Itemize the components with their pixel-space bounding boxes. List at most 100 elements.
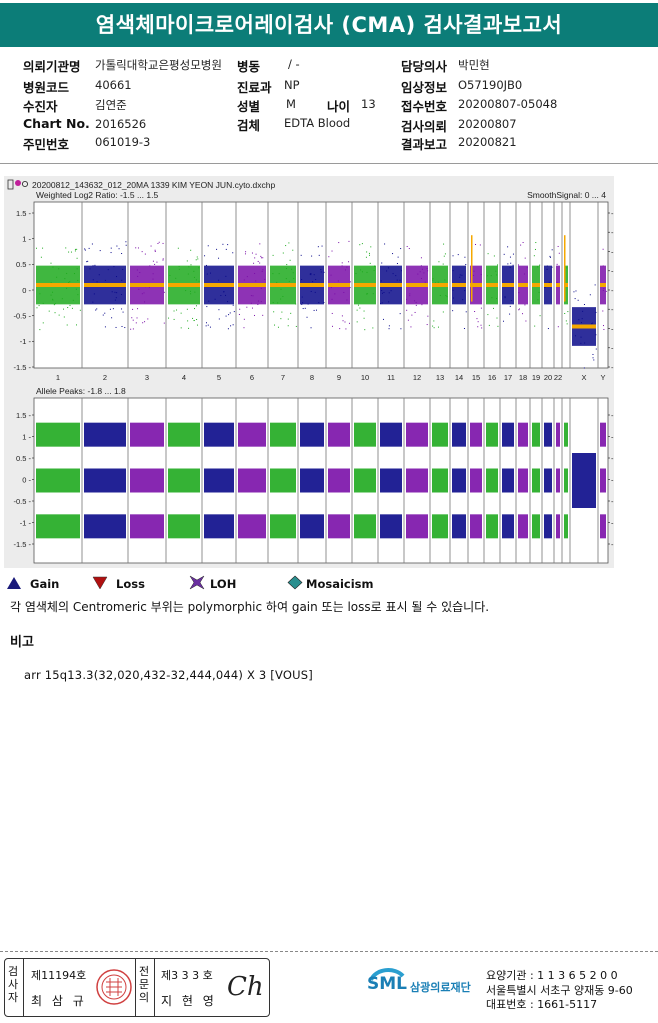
log2-point xyxy=(582,310,584,312)
right-tick-label: - 3.5 xyxy=(611,228,614,237)
right-tick-label: - 1 xyxy=(611,324,614,333)
doctor-label: 담당의사 xyxy=(401,59,448,74)
log2-point xyxy=(180,327,182,329)
log2-point xyxy=(255,253,257,255)
log2-point xyxy=(564,312,566,314)
log2-point xyxy=(383,291,385,293)
log2-point xyxy=(42,302,44,304)
log2-point xyxy=(342,320,344,322)
log2-point xyxy=(364,329,366,331)
log2-point xyxy=(421,304,423,306)
log2-point xyxy=(507,246,509,248)
log2-point xyxy=(373,270,375,272)
log2-point xyxy=(252,295,254,297)
log2-point xyxy=(360,269,362,271)
log2-point xyxy=(238,313,240,315)
log2-point xyxy=(310,290,312,292)
log2-point xyxy=(487,314,489,316)
log2-point xyxy=(222,243,224,245)
log2-point xyxy=(301,303,303,305)
log2-point xyxy=(465,264,467,266)
allele-band xyxy=(406,468,428,493)
sml-logo-text: SML xyxy=(367,974,407,994)
log2-point xyxy=(421,268,423,270)
chromosome-label: 17 xyxy=(504,373,512,382)
log2-point xyxy=(118,248,120,250)
request-date-label: 검사의뢰 xyxy=(401,119,448,134)
allele-band xyxy=(380,422,402,447)
log2-point xyxy=(141,293,143,295)
allele-band xyxy=(432,514,448,539)
log2-point xyxy=(136,317,138,319)
log2-point xyxy=(107,269,109,271)
log2-point xyxy=(546,268,548,270)
log2-point xyxy=(186,260,188,262)
allele-band xyxy=(380,468,402,493)
log2-point xyxy=(232,252,234,254)
log2-point xyxy=(178,265,180,267)
log2-point xyxy=(255,280,257,282)
log2-point xyxy=(225,315,227,317)
left-tick-label: 0 - xyxy=(22,475,31,484)
log2-point xyxy=(442,263,444,265)
signature: Ch xyxy=(227,972,264,1002)
log2-point xyxy=(595,311,597,313)
log2-point xyxy=(66,324,68,326)
log2-point xyxy=(457,254,459,256)
log2-point xyxy=(518,292,520,294)
log2-point xyxy=(214,298,216,300)
log2-point xyxy=(534,325,536,327)
log2-point xyxy=(162,242,164,244)
log2-point xyxy=(420,257,422,259)
log2-point xyxy=(194,291,196,293)
log2-point xyxy=(216,248,218,250)
log2-point xyxy=(76,257,78,259)
smooth-signal xyxy=(556,283,560,287)
log2-point xyxy=(348,322,350,324)
smooth-signal-title: SmoothSignal: 0 ... 4 xyxy=(527,190,606,200)
log2-point xyxy=(61,298,63,300)
allele-band xyxy=(432,422,448,447)
log2-point xyxy=(452,270,454,272)
log2-point xyxy=(566,267,568,269)
log2-point xyxy=(415,301,417,303)
log2-point xyxy=(427,315,429,317)
log2-point xyxy=(204,255,206,257)
specimen-value: EDTA Blood xyxy=(284,116,351,130)
allele-band xyxy=(544,422,552,447)
log2-point xyxy=(419,271,421,273)
log2-point xyxy=(121,294,123,296)
log2-point xyxy=(154,263,156,265)
chromosome-label: 13 xyxy=(436,373,444,382)
smooth-signal xyxy=(518,283,528,287)
log2-point xyxy=(365,256,367,258)
log2-point xyxy=(173,310,175,312)
log2-point xyxy=(189,290,191,292)
log2-point xyxy=(77,279,79,281)
log2-point xyxy=(503,253,505,255)
log2-point xyxy=(311,255,313,257)
log2-point xyxy=(195,305,197,307)
log2-point xyxy=(591,323,593,325)
institution-value: 가톨릭대학교은평성모병원 xyxy=(95,58,222,72)
log2-point xyxy=(304,307,306,309)
log2-point xyxy=(125,241,127,243)
right-tick-label: - -0.5 xyxy=(611,497,614,506)
chromosome-label: 20 xyxy=(544,373,552,382)
left-tick-label: -1.5 - xyxy=(13,540,31,549)
log2-point xyxy=(432,325,434,327)
log2-point xyxy=(320,269,322,271)
log2-point xyxy=(397,256,399,258)
log2-point xyxy=(302,308,304,310)
log2-point xyxy=(218,318,220,320)
log2-point xyxy=(223,291,225,293)
right-tick-label: - 3 xyxy=(611,247,614,256)
log2-point xyxy=(496,274,498,276)
log2-point xyxy=(143,292,145,294)
allele-band xyxy=(502,514,514,539)
log2-point xyxy=(162,259,164,261)
institution-label: 의뢰기관명 xyxy=(23,59,81,74)
allele-band xyxy=(518,468,528,493)
log2-point xyxy=(158,241,160,243)
log2-point xyxy=(70,251,72,253)
